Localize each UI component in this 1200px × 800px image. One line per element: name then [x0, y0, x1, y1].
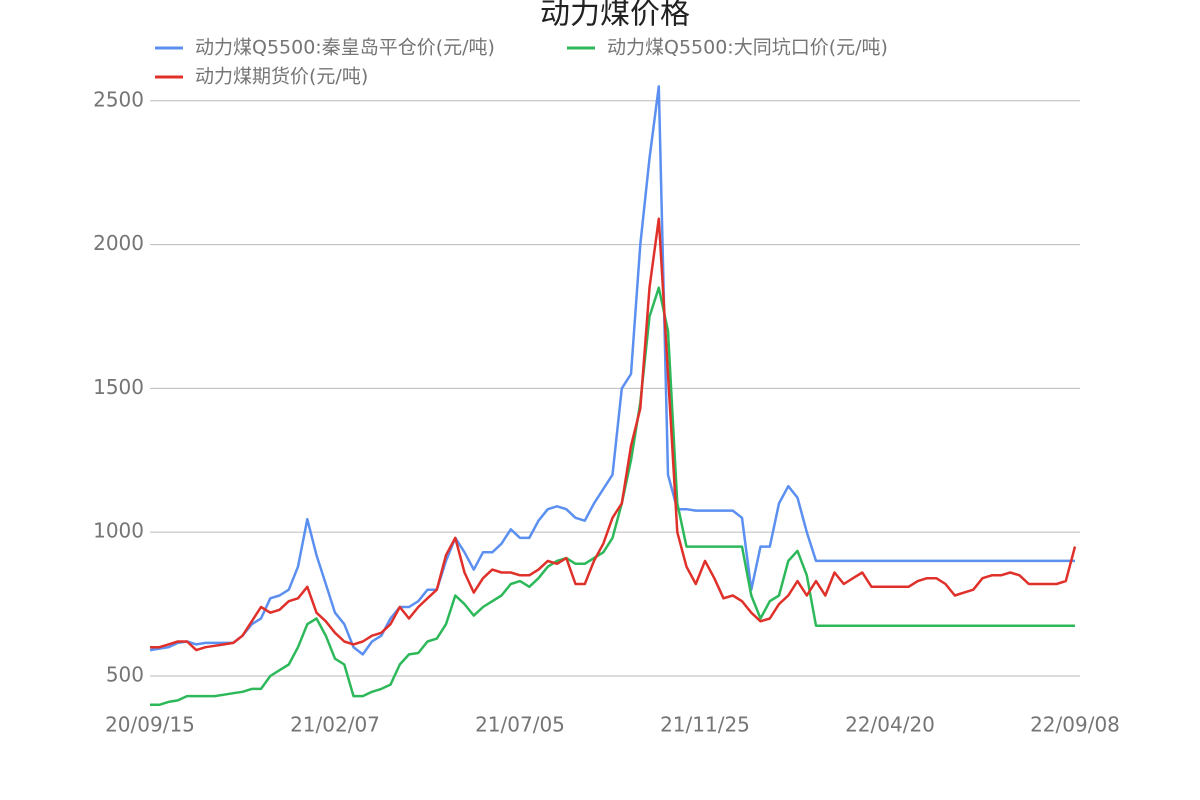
legend-label: 动力煤Q5500:大同坑口价(元/吨): [607, 37, 888, 59]
chart-title: 动力煤价格: [540, 0, 690, 32]
x-tick-label: 20/09/15: [105, 713, 195, 737]
y-tick-label: 500: [106, 662, 144, 686]
x-tick-label: 22/04/20: [845, 713, 935, 737]
y-tick-label: 1000: [93, 519, 144, 543]
y-tick-label: 2000: [93, 231, 144, 255]
y-tick-label: 1500: [93, 375, 144, 399]
legend-label: 动力煤期货价(元/吨): [195, 66, 368, 88]
series-line: [150, 217, 1077, 652]
x-tick-label: 22/09/08: [1030, 713, 1120, 737]
legend-label: 动力煤Q5500:秦皇岛平仓价(元/吨): [195, 37, 495, 59]
x-tick-label: 21/07/05: [475, 713, 565, 737]
series-line: [149, 85, 1075, 656]
x-tick-label: 21/02/07: [290, 713, 380, 737]
y-tick-label: 2500: [93, 87, 144, 111]
series-line: [150, 286, 1075, 707]
x-tick-label: 21/11/25: [660, 713, 750, 737]
